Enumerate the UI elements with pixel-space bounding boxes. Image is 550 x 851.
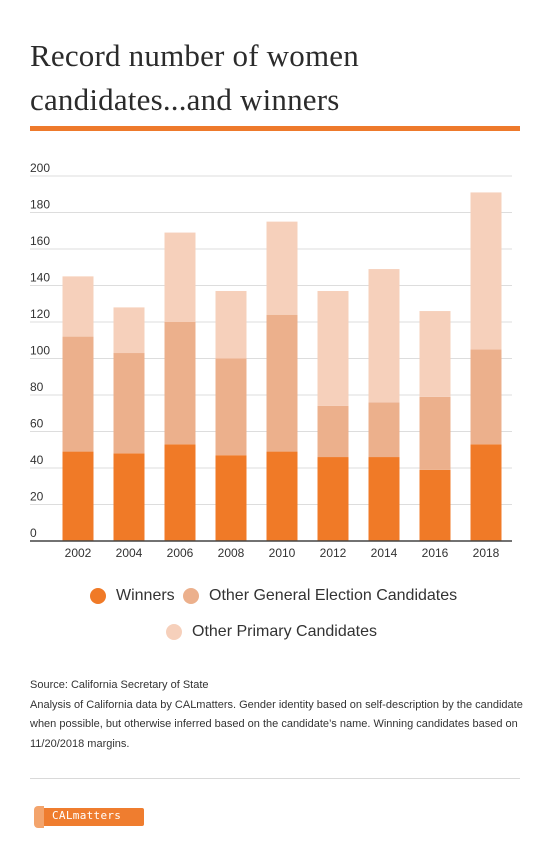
legend-item-winners: Winners <box>90 587 175 605</box>
bar-primary <box>419 311 451 397</box>
legend-item-primary: Other Primary Candidates <box>166 623 377 641</box>
legend-swatch-primary <box>166 624 182 640</box>
analysis-note: Analysis of California data by CALmatter… <box>30 698 523 750</box>
bar-winners <box>317 457 349 541</box>
y-tick-label: 180 <box>30 198 50 212</box>
bar-winners <box>470 444 502 541</box>
y-tick-label: 100 <box>30 344 50 358</box>
chart-notes: Source: California Secretary of State An… <box>30 676 525 754</box>
bar-general <box>419 396 451 470</box>
x-tick-label: 2012 <box>320 546 347 560</box>
bar-general <box>266 314 298 452</box>
x-tick-label: 2014 <box>371 546 398 560</box>
bar-general <box>215 358 247 456</box>
footer-divider <box>30 778 520 779</box>
title-divider <box>30 126 520 131</box>
bar-winners <box>215 455 247 541</box>
source-note: Source: California Secretary of State <box>30 679 209 691</box>
bar-primary <box>215 290 247 359</box>
y-tick-label: 200 <box>30 161 50 175</box>
legend-item-general: Other General Election Candidates <box>183 587 457 605</box>
bar-winners <box>113 453 145 541</box>
x-tick-label: 2004 <box>116 546 143 560</box>
bar-primary <box>266 221 298 315</box>
bar-general <box>62 336 94 452</box>
x-tick-label: 2016 <box>422 546 449 560</box>
y-tick-label: 60 <box>30 417 44 431</box>
chart-title-line-2: candidates...and winners <box>30 82 340 117</box>
y-tick-label: 20 <box>30 490 44 504</box>
bar-primary <box>62 276 94 337</box>
bar-winners <box>164 444 196 541</box>
y-tick-label: 0 <box>30 526 37 540</box>
y-tick-label: 140 <box>30 271 50 285</box>
x-tick-label: 2002 <box>65 546 92 560</box>
chart-title-line-1: Record number of women <box>30 38 359 73</box>
x-tick-label: 2018 <box>473 546 500 560</box>
legend-swatch-general <box>183 588 199 604</box>
x-tick-label: 2008 <box>218 546 245 560</box>
calmatters-logo: CALmatters <box>34 806 144 828</box>
bar-general <box>113 353 145 454</box>
bar-winners <box>419 469 451 541</box>
bar-general <box>368 402 400 458</box>
y-tick-label: 40 <box>30 453 44 467</box>
stacked-bar-chart: 0 20 40 60 80 100 120 140 160 180 200 2002 2004 2006 2… <box>30 161 512 560</box>
bar-primary <box>164 232 196 322</box>
bar-primary <box>113 307 145 354</box>
bar-winners <box>266 451 298 541</box>
legend-swatch-winners <box>90 588 106 604</box>
chart-title: Record number of women candidates...and … <box>30 34 520 122</box>
bar-general <box>470 349 502 445</box>
y-tick-label: 160 <box>30 234 50 248</box>
bar-primary <box>368 269 400 403</box>
x-tick-label: 2006 <box>167 546 194 560</box>
x-tick-label: 2010 <box>269 546 296 560</box>
bar-winners <box>62 451 94 541</box>
legend-label-general: Other General Election Candidates <box>209 587 458 604</box>
y-tick-label: 120 <box>30 307 50 321</box>
y-tick-label: 80 <box>30 380 44 394</box>
legend-label-winners: Winners <box>116 587 175 604</box>
legend-label-primary: Other Primary Candidates <box>192 623 377 640</box>
bar-primary <box>470 192 502 350</box>
bar-general <box>317 405 349 458</box>
logo-text: CALmatters <box>52 809 122 822</box>
bar-general <box>164 322 196 445</box>
bar-primary <box>317 290 349 406</box>
bar-winners <box>368 457 400 541</box>
